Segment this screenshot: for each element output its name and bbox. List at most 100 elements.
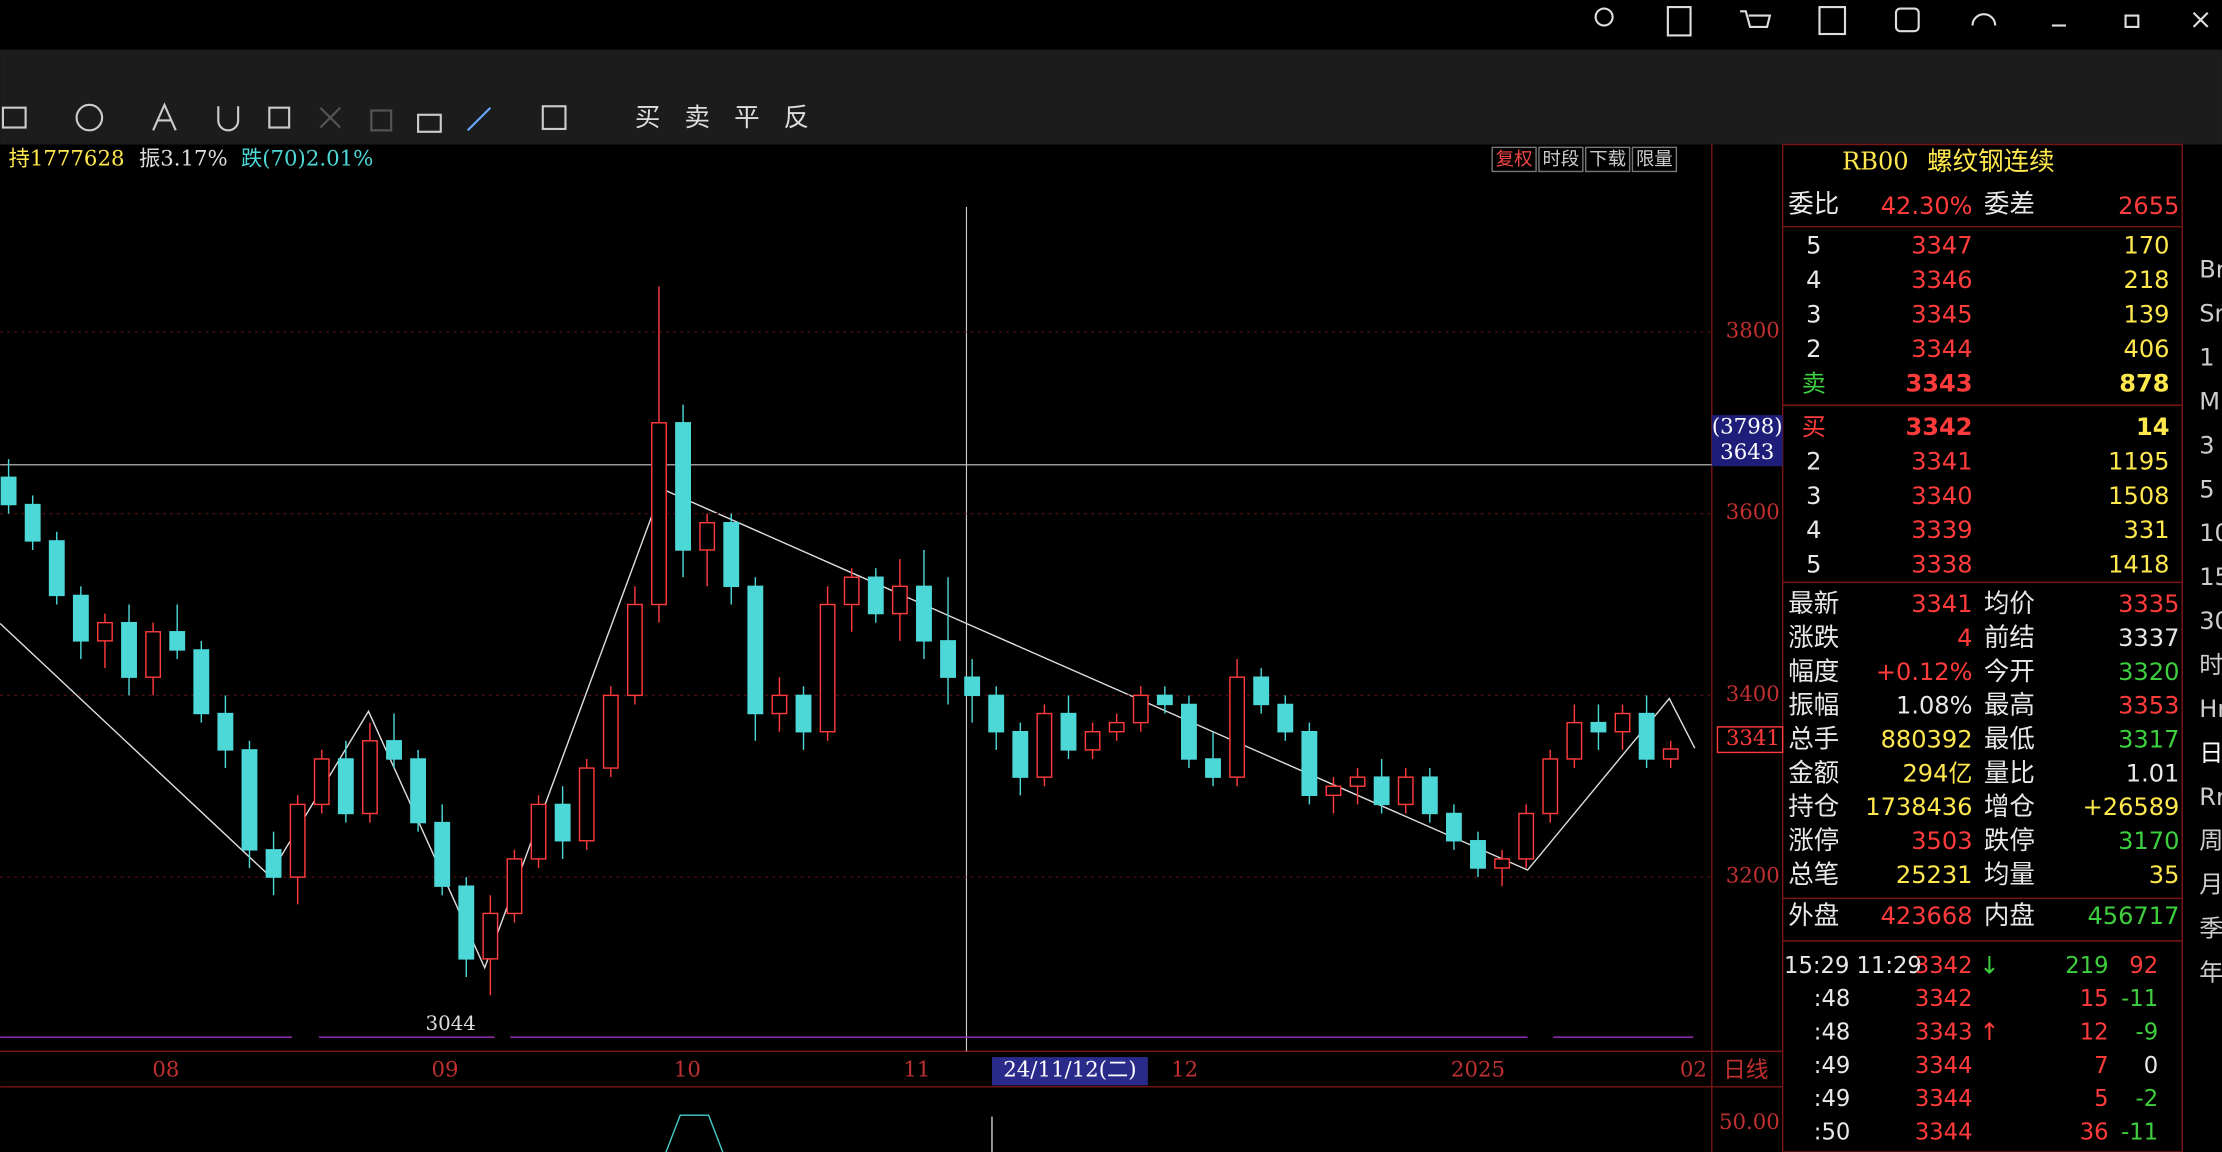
stat-value: 35 <box>2149 861 2180 889</box>
trade-action[interactable]: 反 <box>784 103 810 133</box>
trade-oi: -2 <box>2136 1086 2159 1112</box>
side-menu-item[interactable]: 15 <box>2199 563 2222 591</box>
candle-body <box>1397 776 1414 806</box>
price: 3339 <box>1911 516 1972 544</box>
fx-icon[interactable] <box>1818 6 1847 36</box>
candle-body <box>145 631 162 678</box>
tool-save[interactable] <box>541 105 567 131</box>
volume: 1508 <box>2108 482 2169 510</box>
side-menu-item[interactable]: 10 <box>2199 519 2222 547</box>
trade-dir: ↓ <box>1979 951 1999 979</box>
side-menu-item[interactable]: Sn <box>2199 300 2222 328</box>
tool-ellipse[interactable] <box>75 103 104 132</box>
trade-time: :48 <box>1814 1019 1850 1045</box>
close[interactable] <box>2192 12 2209 28</box>
tool-magnet[interactable] <box>217 106 240 132</box>
candle-body <box>1012 731 1029 778</box>
candle-body <box>1590 721 1607 733</box>
side-menu-item[interactable]: 1 <box>2199 343 2214 371</box>
tool-line[interactable] <box>466 106 492 132</box>
candle-body <box>1566 721 1583 760</box>
chart-button: 限量 <box>1636 149 1673 170</box>
side-menu-item[interactable]: Br <box>2199 256 2222 284</box>
chart-button-box[interactable] <box>1631 146 1678 173</box>
chart-button-box[interactable] <box>1584 146 1631 173</box>
tool-delete[interactable] <box>319 106 341 129</box>
candle-body <box>771 694 788 715</box>
trade-oi: -11 <box>2121 1119 2158 1145</box>
candle-body <box>843 576 860 606</box>
date-box <box>991 1057 1148 1086</box>
candle-body <box>0 476 17 506</box>
copy-icon[interactable] <box>1894 7 1920 33</box>
side-menu-item[interactable]: 周 <box>2199 827 2222 855</box>
candle-body <box>1108 721 1125 733</box>
outer-label: 外盘 <box>1788 901 1839 931</box>
stat-value: 3170 <box>2118 827 2179 855</box>
side-menu-item[interactable]: Rn <box>2199 783 2222 811</box>
side-menu-item[interactable]: 30 <box>2199 607 2222 635</box>
price: 3338 <box>1911 551 1972 579</box>
volume: 170 <box>2124 232 2170 260</box>
side-menu-item[interactable]: 年 <box>2199 958 2222 986</box>
volume: 1418 <box>2108 551 2169 579</box>
x-tick-label: 2025 <box>1451 1058 1505 1083</box>
candle-body <box>121 621 137 678</box>
x-tick-label: 10 <box>674 1058 701 1083</box>
candle-body <box>1277 703 1294 733</box>
cart-icon[interactable] <box>1740 10 1772 28</box>
name: 螺纹钢连续 <box>1927 147 2055 177</box>
candle-body <box>795 694 812 733</box>
tool-copy[interactable] <box>268 106 291 129</box>
stat-value: 1.08% <box>1896 692 1973 720</box>
tool-rect[interactable] <box>1 106 27 129</box>
user-icon[interactable] <box>1594 7 1614 27</box>
y-tick-label: 3200 <box>1726 864 1780 889</box>
doc-icon[interactable] <box>1666 6 1692 37</box>
trade-vol: 36 <box>2080 1119 2109 1145</box>
candle-body <box>1349 776 1366 787</box>
trade-action[interactable]: 卖 <box>684 103 710 133</box>
side-menu-item[interactable]: 时 <box>2199 651 2222 679</box>
trade-price: 3344 <box>1915 1053 1973 1079</box>
candle-body <box>434 821 451 887</box>
side-menu-item[interactable]: 月 <box>2199 871 2222 899</box>
candle-body <box>1253 676 1270 706</box>
side-menu-item[interactable]: 3 <box>2199 431 2214 459</box>
amp-info: 振3.17% <box>139 147 228 172</box>
price: 3342 <box>1906 413 1973 441</box>
tool-lock[interactable] <box>417 113 442 133</box>
tool-trash[interactable] <box>370 109 393 132</box>
stat-label: 振幅 <box>1788 691 1839 721</box>
trade-time: :50 <box>1814 1119 1850 1145</box>
price-tag-box <box>1716 726 1784 754</box>
trade-oi: -9 <box>2136 1019 2159 1045</box>
side-menu-item[interactable]: Mr <box>2199 387 2222 415</box>
candle-body <box>1301 731 1318 797</box>
trade-action[interactable]: 平 <box>734 103 760 133</box>
level: 卖 <box>1802 369 1826 397</box>
code: RB00 <box>1842 147 1908 175</box>
level: 5 <box>1806 551 1821 579</box>
crosshair-box <box>1711 415 1783 467</box>
side-menu-item[interactable]: 日 <box>2199 739 2222 767</box>
stat-label: 持仓 <box>1788 792 1839 822</box>
stat-label: 今开 <box>1984 657 2035 687</box>
side-menu-item[interactable]: 5 <box>2199 475 2214 503</box>
chart-button-box[interactable] <box>1538 146 1584 173</box>
chart-button-box[interactable] <box>1491 146 1537 173</box>
trade-action[interactable]: 买 <box>635 103 661 133</box>
trade-vol: 7 <box>2094 1053 2108 1079</box>
side-menu-item[interactable]: 季 <box>2199 915 2222 943</box>
trade-price: 3343 <box>1915 1019 1973 1045</box>
stat-value: +26589 <box>2083 793 2180 821</box>
tool-text[interactable] <box>152 102 177 131</box>
sub-indicator <box>665 1114 724 1152</box>
x-tick-label: 11 <box>903 1058 930 1083</box>
restore[interactable] <box>2124 14 2140 28</box>
support-icon[interactable] <box>1971 13 1997 26</box>
crosshair-value: (3798) <box>1712 414 1783 439</box>
chart-button: 时段 <box>1542 149 1579 170</box>
price: 3343 <box>1906 369 1973 397</box>
side-menu-item[interactable]: Hr <box>2199 695 2222 723</box>
